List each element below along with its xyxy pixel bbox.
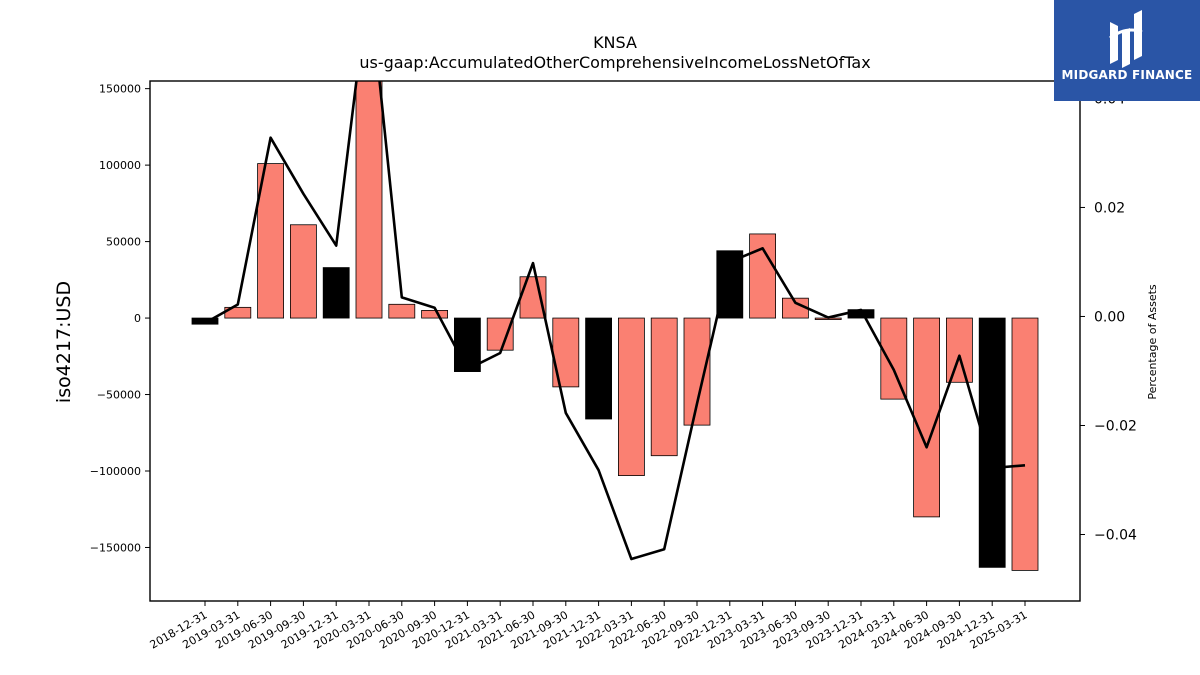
bar-2018-12-31 xyxy=(191,317,219,325)
y-tick-label: 100000 xyxy=(99,159,141,172)
y2-axis-label: Percentage of Assets xyxy=(1146,284,1159,400)
y-tick-label: 150000 xyxy=(99,83,141,96)
y2-tick-label: −0.02 xyxy=(1094,418,1137,434)
y-tick-label: 50000 xyxy=(106,236,141,249)
bar-2019-06-30 xyxy=(257,163,285,319)
y-tick-label: −100000 xyxy=(90,465,141,478)
midgard-logo-icon xyxy=(1109,10,1143,68)
bar-2022-06-30 xyxy=(650,317,678,457)
bar-2021-03-31 xyxy=(486,317,514,351)
bar-2021-12-31 xyxy=(585,317,612,420)
y2-tick-label: −0.04 xyxy=(1094,528,1137,544)
watermark-text: MIDGARD FINANCE xyxy=(1061,68,1193,82)
bar-2022-03-31 xyxy=(618,317,645,476)
bar-2024-09-30 xyxy=(946,317,973,383)
bar-2020-12-31 xyxy=(453,317,481,372)
y-tick-label: −50000 xyxy=(97,389,141,402)
y2-tick-label: 0.02 xyxy=(1094,200,1125,216)
y-tick-label: 0 xyxy=(134,312,141,325)
chart-title: KNSA xyxy=(593,33,637,52)
bar-2020-03-31 xyxy=(355,81,383,319)
bar-2021-06-30 xyxy=(519,276,547,319)
y-axis-label: iso4217:USD xyxy=(53,281,75,403)
bar-2024-06-30 xyxy=(913,317,940,518)
plot-frame xyxy=(149,80,1081,602)
y-tick-label: −150000 xyxy=(90,541,141,554)
watermark-logo: MIDGARD FINANCE xyxy=(1054,0,1200,101)
bar-2020-06-30 xyxy=(388,303,416,319)
bar-2024-03-31 xyxy=(880,317,908,400)
y2-tick-label: 0.00 xyxy=(1094,309,1125,325)
bar-2025-03-31 xyxy=(1011,317,1039,571)
bar-2019-09-30 xyxy=(289,224,317,319)
bar-2020-09-30 xyxy=(421,310,449,319)
bar-2024-12-31 xyxy=(978,317,1006,568)
bar-2023-03-31 xyxy=(749,233,776,319)
chart-subtitle: us-gaap:AccumulatedOtherComprehensiveInc… xyxy=(359,53,870,72)
percentage-of-assets-line xyxy=(204,81,1026,561)
bar-2019-12-31 xyxy=(322,267,350,319)
